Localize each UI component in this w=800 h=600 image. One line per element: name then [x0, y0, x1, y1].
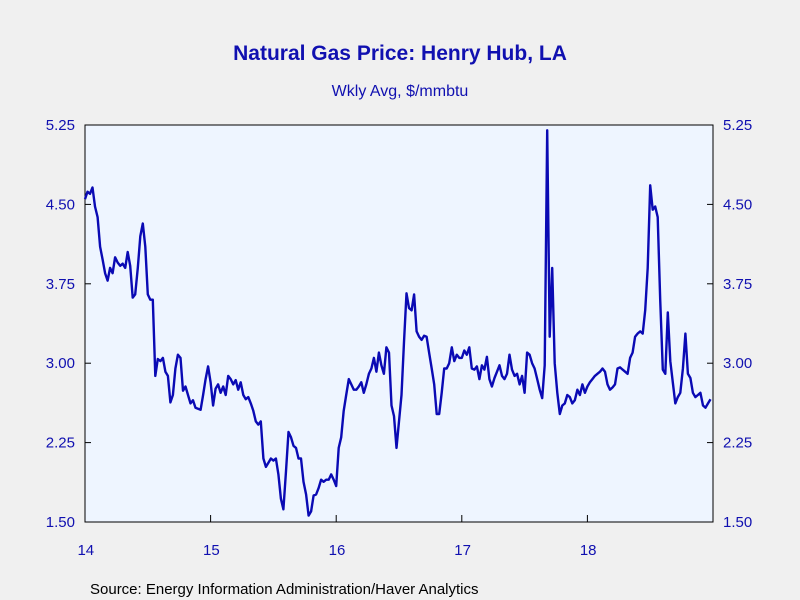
- x-tick-label: 17: [454, 542, 471, 559]
- y-tick-label-left: 2.25: [46, 435, 75, 452]
- x-tick-label: 14: [77, 542, 94, 559]
- y-tick-label-left: 3.75: [46, 276, 75, 293]
- left-y-axis: 5.25 4.50 3.75 3.00 2.25 1.50: [46, 117, 91, 531]
- x-tick-label: 15: [203, 542, 220, 559]
- x-tick-label: 16: [329, 542, 346, 559]
- y-tick-label-left: 4.50: [46, 196, 75, 213]
- chart-title: Natural Gas Price: Henry Hub, LA: [233, 42, 567, 65]
- y-tick-label-right: 3.75: [723, 276, 752, 293]
- y-tick-label-right: 1.50: [723, 514, 752, 531]
- y-tick-label-right: 3.00: [723, 355, 752, 372]
- chart-subtitle: Wkly Avg, $/mmbtu: [332, 83, 469, 100]
- source-note: Source: Energy Information Administratio…: [90, 581, 479, 598]
- right-y-axis: 5.25 4.50 3.75 3.00 2.25 1.50: [707, 117, 752, 531]
- y-tick-label-left: 3.00: [46, 355, 75, 372]
- x-axis: 14 15 16 17 18: [77, 515, 714, 559]
- x-tick-label: 18: [580, 542, 597, 559]
- y-tick-label-right: 2.25: [723, 435, 752, 452]
- y-tick-label-right: 5.25: [723, 117, 752, 134]
- plot-area: [84, 124, 714, 523]
- series-line: [83, 129, 712, 517]
- y-tick-label-left: 5.25: [46, 117, 75, 134]
- y-tick-label-right: 4.50: [723, 196, 752, 213]
- y-tick-label-left: 1.50: [46, 514, 75, 531]
